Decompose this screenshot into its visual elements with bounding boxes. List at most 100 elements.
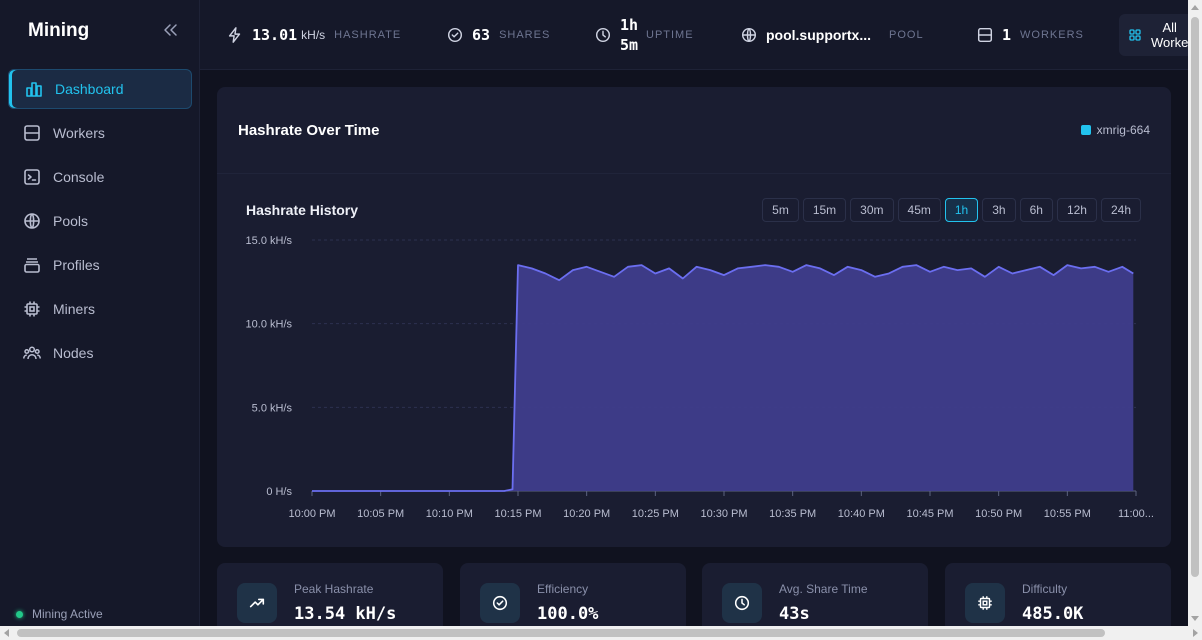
range-45m[interactable]: 45m xyxy=(897,198,941,222)
x-tick-label: 10:15 PM xyxy=(494,508,541,520)
vertical-scrollbar[interactable] xyxy=(1188,0,1202,626)
metric-value: 43s xyxy=(779,604,810,624)
worker-select-line2: Worke xyxy=(1151,35,1188,50)
globe-icon xyxy=(741,27,757,43)
legend: xmrig-664 xyxy=(1080,123,1150,137)
worker-select-button[interactable]: All Worke xyxy=(1119,14,1188,56)
collapse-sidebar-icon[interactable] xyxy=(160,20,180,40)
range-3h[interactable]: 3h xyxy=(982,198,1016,222)
sidebar-item-workers[interactable]: Workers xyxy=(8,113,192,153)
uptime-minutes: 5m xyxy=(620,36,639,54)
range-24h[interactable]: 24h xyxy=(1100,198,1141,222)
x-tick-label: 10:20 PM xyxy=(563,508,610,520)
legend-label: xmrig-664 xyxy=(1096,123,1150,137)
card-divider xyxy=(217,173,1171,174)
metric-value: 13.54 kH/s xyxy=(294,604,397,624)
horizontal-scrollbar[interactable] xyxy=(0,626,1202,640)
shares-stat: 63 SHARES xyxy=(446,0,551,69)
x-tick-label: 10:10 PM xyxy=(426,508,473,520)
uptime-stat: 1h 5m UPTIME xyxy=(594,0,694,69)
metric-value: 100.0% xyxy=(537,604,599,624)
scroll-up-arrow[interactable] xyxy=(1191,5,1199,10)
sidebar-item-label: Nodes xyxy=(53,345,94,361)
sidebar-item-nodes[interactable]: Nodes xyxy=(8,333,192,373)
y-tick-label: 15.0 kH/s xyxy=(246,235,293,247)
sidebar-item-dashboard[interactable]: Dashboard xyxy=(8,69,192,109)
x-tick-label: 10:25 PM xyxy=(632,508,679,520)
y-tick-label: 10.0 kH/s xyxy=(246,319,293,331)
sidebar-item-label: Dashboard xyxy=(55,81,124,97)
main-content: Hashrate Over Time xmrig-664 Hashrate Hi… xyxy=(200,70,1188,626)
range-5m[interactable]: 5m xyxy=(762,198,799,222)
metric-avg-share-time: Avg. Share Time 43s xyxy=(702,563,928,626)
hashrate-card: Hashrate Over Time xmrig-664 Hashrate Hi… xyxy=(217,87,1171,547)
server-icon xyxy=(24,125,40,141)
layers-icon xyxy=(24,258,40,273)
worker-select-label: All Worke xyxy=(1151,20,1188,50)
stats-bar: 13.01 kH/s HASHRATE 63 SHARES 1h 5m UPTIM… xyxy=(200,0,1188,70)
horizontal-scroll-thumb[interactable] xyxy=(17,629,1105,637)
x-tick-label: 10:00 PM xyxy=(288,508,335,520)
workers-label: WORKERS xyxy=(1020,29,1084,41)
status-dot xyxy=(16,610,23,618)
globe-icon xyxy=(24,213,40,229)
metric-label: Avg. Share Time xyxy=(779,582,868,596)
x-tick-label: 10:35 PM xyxy=(769,508,816,520)
sidebar-item-miners[interactable]: Miners xyxy=(8,289,192,329)
users-icon xyxy=(23,346,41,360)
vertical-scroll-thumb[interactable] xyxy=(1191,17,1199,577)
sidebar-item-label: Console xyxy=(53,169,105,185)
metric-difficulty: Difficulty 485.0K xyxy=(945,563,1171,626)
pool-label: POOL xyxy=(889,29,924,41)
pool-value: pool.supportx... xyxy=(766,27,871,43)
hashrate-unit: kH/s xyxy=(301,28,326,42)
metric-label: Difficulty xyxy=(1022,582,1068,596)
sidebar-item-profiles[interactable]: Profiles xyxy=(8,245,192,285)
sidebar-item-console[interactable]: Console xyxy=(8,157,192,197)
chip-icon xyxy=(965,583,1005,623)
hashrate-label: HASHRATE xyxy=(334,29,402,41)
uptime-hours: 1h xyxy=(620,16,639,34)
x-tick-label: 11:00... xyxy=(1118,508,1154,520)
sidebar-item-label: Workers xyxy=(53,125,105,141)
trending-up-icon xyxy=(237,583,277,623)
x-tick-label: 10:30 PM xyxy=(700,508,747,520)
hashrate-stat: 13.01 kH/s HASHRATE xyxy=(226,0,402,69)
workers-value: 1 xyxy=(1002,26,1012,44)
hashrate-chart: 15.0 kH/s 10.0 kH/s 5.0 kH/s 0 H/s 10:00 PM 1… xyxy=(246,235,1154,520)
lightning-icon xyxy=(228,27,241,43)
check-circle-icon xyxy=(447,27,463,43)
x-tick-label: 10:50 PM xyxy=(975,508,1022,520)
status-text: Mining Active xyxy=(32,607,103,621)
scroll-right-arrow[interactable] xyxy=(1193,629,1198,637)
shares-label: SHARES xyxy=(499,29,551,41)
chart-title: Hashrate History xyxy=(246,202,359,218)
uptime-label: UPTIME xyxy=(646,29,694,41)
metric-peak-hashrate: Peak Hashrate 13.54 kH/s xyxy=(217,563,443,626)
metric-efficiency: Efficiency 100.0% xyxy=(460,563,686,626)
sidebar-item-pools[interactable]: Pools xyxy=(8,201,192,241)
cpu-icon xyxy=(24,301,40,317)
range-15m[interactable]: 15m xyxy=(802,198,847,222)
y-tick-label: 0 H/s xyxy=(266,486,292,498)
range-6h[interactable]: 6h xyxy=(1019,198,1053,222)
metric-value: 485.0K xyxy=(1022,604,1084,624)
brand-title: Mining xyxy=(28,20,90,41)
range-1h[interactable]: 1h xyxy=(944,198,979,222)
range-30m[interactable]: 30m xyxy=(850,198,894,222)
bar-chart-icon xyxy=(26,82,42,97)
metric-label: Peak Hashrate xyxy=(294,582,374,596)
metric-label: Efficiency xyxy=(537,582,589,596)
check-circle-icon xyxy=(480,583,520,623)
legend-swatch xyxy=(1080,125,1091,135)
sidebar-item-label: Miners xyxy=(53,301,96,317)
scroll-left-arrow[interactable] xyxy=(4,629,9,637)
scroll-down-arrow[interactable] xyxy=(1191,616,1199,621)
x-tick-label: 10:45 PM xyxy=(906,508,953,520)
pool-stat: pool.supportx... POOL xyxy=(740,0,924,69)
time-range-selector: 5m 15m 30m 45m 1h 3h 6h 12h 24h xyxy=(758,198,1141,222)
sidebar: Mining Dashboard Workers Console Pools P… xyxy=(0,0,200,626)
sidebar-item-label: Profiles xyxy=(53,257,100,273)
range-12h[interactable]: 12h xyxy=(1056,198,1097,222)
x-tick-label: 10:05 PM xyxy=(357,508,404,520)
